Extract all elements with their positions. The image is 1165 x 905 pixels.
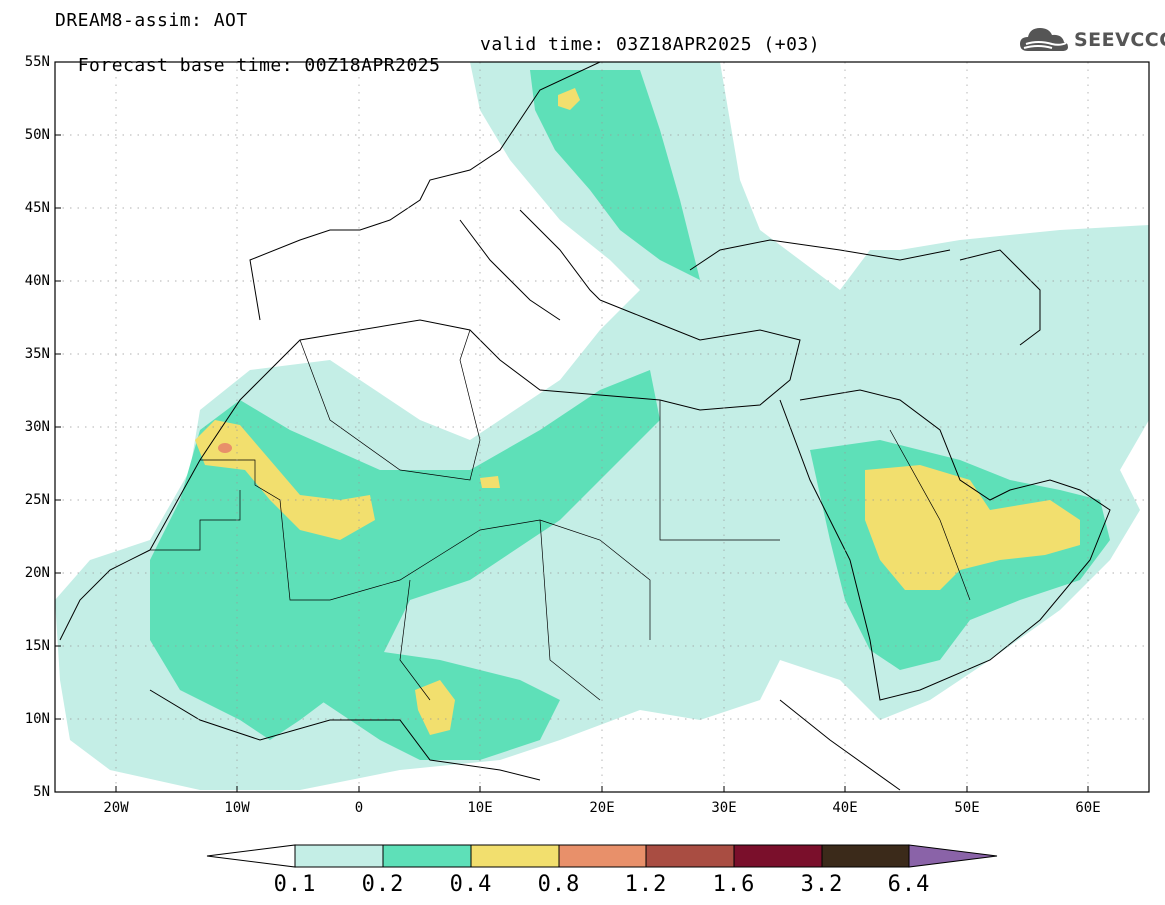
colorbar-label: 0.2 — [361, 872, 405, 897]
colorbar-swatch-5 — [645, 844, 735, 868]
base-time-text: Forecast base time: 00Z18APR2025 — [77, 55, 441, 76]
lat-label: 30N — [24, 419, 50, 435]
lat-label: 35N — [24, 346, 50, 362]
aot-band-02c — [530, 70, 700, 280]
coastlines — [59, 62, 1111, 791]
lat-label: 55N — [24, 54, 50, 70]
aot-field — [55, 62, 1149, 790]
borders — [150, 329, 971, 701]
lat-label: 10N — [24, 711, 50, 727]
lat-label: 5N — [33, 784, 50, 800]
colorbar-label: 0.1 — [273, 872, 317, 897]
seevccc-logo: SEEVCCC — [1018, 24, 1165, 56]
colorbar-swatch-2 — [382, 844, 472, 868]
aot-band-04b — [865, 465, 1080, 590]
forecast-base-time: Forecast base time: 00Z18APR2025 valid t… — [55, 34, 820, 97]
lat-label: 45N — [24, 200, 50, 216]
colorbar-label: 3.2 — [800, 872, 844, 897]
colorbar-swatch-3 — [470, 844, 560, 868]
lon-label: 60E — [1075, 800, 1101, 816]
aot-band-04d — [558, 88, 580, 110]
colorbar-swatch-7 — [821, 844, 910, 868]
aot-band-04 — [195, 420, 375, 540]
lat-label: 40N — [24, 273, 50, 289]
colorbar-label: 0.8 — [537, 872, 581, 897]
lon-label: 50E — [954, 800, 980, 816]
lon-label: 30E — [711, 800, 737, 816]
aot-band-08 — [218, 443, 232, 453]
colorbar — [206, 844, 998, 868]
aot-band-04e — [480, 476, 500, 488]
lon-label: 20E — [589, 800, 615, 816]
lon-label: 10E — [467, 800, 493, 816]
lat-label: 15N — [24, 638, 50, 654]
colorbar-min-arrow — [206, 844, 296, 868]
lon-label: 10W — [224, 800, 250, 816]
aot-band-02 — [150, 370, 660, 740]
colorbar-max-arrow — [908, 844, 998, 868]
valid-time-text: valid time: 03Z18APR2025 (+03) — [480, 34, 821, 55]
colorbar-swatch-4 — [558, 844, 647, 868]
map-title: DREAM8-assim: AOT — [55, 10, 248, 31]
axis-ticks — [55, 61, 1089, 792]
colorbar-label: 1.6 — [712, 872, 756, 897]
colorbar-label: 6.4 — [887, 872, 931, 897]
colorbar-label: 0.4 — [449, 872, 493, 897]
gridlines — [55, 62, 1149, 792]
colorbar-label: 1.2 — [624, 872, 668, 897]
lon-label: 20W — [103, 800, 129, 816]
lat-label: 20N — [24, 565, 50, 581]
lat-label: 50N — [24, 127, 50, 143]
logo-text: SEEVCCC — [1074, 29, 1165, 51]
lat-label: 25N — [24, 492, 50, 508]
colorbar-swatch-1 — [294, 844, 384, 868]
lon-label: 40E — [832, 800, 858, 816]
colorbar-swatch-6 — [733, 844, 823, 868]
lon-label: 0 — [354, 800, 364, 816]
cloud-icon — [1020, 28, 1068, 51]
